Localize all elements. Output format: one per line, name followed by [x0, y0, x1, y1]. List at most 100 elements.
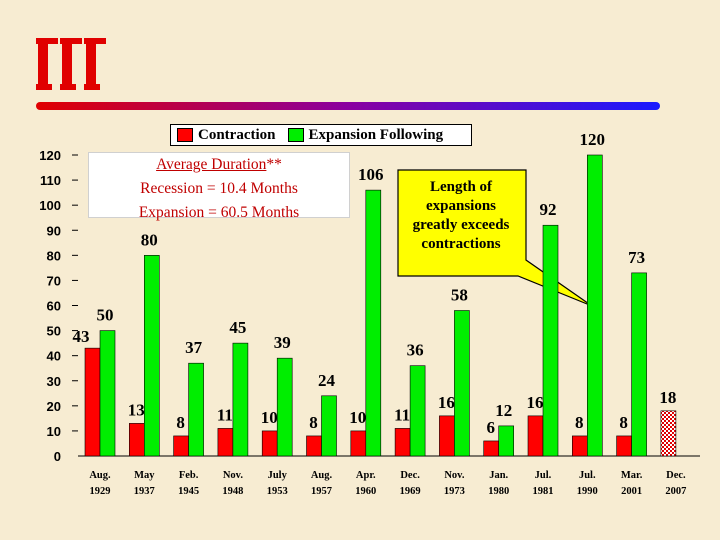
x-tick-year: 1929	[90, 486, 111, 497]
x-tick-month: Dec.	[400, 470, 420, 481]
expansion-value-label: 58	[451, 286, 468, 305]
expansion-value-label: 80	[141, 230, 158, 249]
bar-expansion	[586, 154, 603, 457]
bar-contraction	[394, 428, 411, 457]
average-duration-box: Average Duration** Recession = 10.4 Mont…	[88, 152, 350, 221]
y-tick-label: 80	[47, 248, 61, 263]
x-tick-month: Jul.	[579, 470, 596, 481]
contraction-value-label: 6	[486, 418, 495, 437]
legend-item-contraction: Contraction	[177, 127, 276, 144]
y-tick-label: 100	[39, 198, 61, 213]
y-tick-label: 70	[47, 273, 61, 288]
x-tick-month: May	[134, 470, 155, 481]
legend-item-expansion: Expansion Following	[287, 126, 444, 144]
bar-contraction	[217, 428, 234, 457]
x-tick-year: 1990	[577, 486, 598, 497]
x-tick-month: Mar.	[621, 470, 643, 481]
legend-expansion-label: Expansion Following	[308, 126, 444, 143]
contraction-value-label: 8	[619, 413, 628, 432]
x-tick-year: 1973	[444, 486, 465, 497]
expansion-value-label: 12	[495, 401, 512, 420]
expansion-value-label: 50	[97, 306, 114, 325]
x-tick-year: 1937	[134, 486, 155, 497]
average-expansion: Expansion = 60.5 Months	[138, 204, 300, 221]
x-tick-year: 2001	[621, 486, 642, 497]
average-duration-title: Average Duration**	[89, 153, 349, 177]
bar-contraction	[439, 415, 455, 457]
bar-contraction	[483, 440, 500, 457]
bar-contraction	[261, 430, 278, 457]
x-tick-year: 1981	[533, 486, 554, 497]
contraction-value-label: 10	[261, 408, 278, 427]
bar-expansion	[276, 357, 293, 457]
bar-contraction	[616, 435, 632, 457]
x-tick-month: Aug.	[89, 470, 111, 481]
expansion-value-label: 92	[540, 200, 557, 219]
bar-expansion	[542, 224, 559, 457]
bar-contraction	[84, 347, 101, 457]
bar-contraction-ongoing	[660, 410, 677, 457]
bar-expansion	[498, 425, 515, 457]
expansion-swatch	[287, 128, 304, 142]
x-tick-month: Jan.	[489, 470, 508, 481]
bar-contraction	[527, 415, 544, 457]
x-tick-month: Dec.	[666, 470, 686, 481]
x-tick-year: 2007	[665, 486, 686, 497]
x-tick-year: 1960	[355, 486, 376, 497]
contraction-value-label: 16	[438, 393, 455, 412]
y-tick-label: 60	[47, 299, 61, 314]
bar-contraction	[350, 430, 367, 457]
x-tick-year: 1945	[178, 486, 199, 497]
bar-expansion	[631, 272, 647, 457]
bar-expansion	[321, 395, 337, 457]
y-tick-label: 0	[54, 449, 61, 464]
y-tick-label: 50	[47, 324, 61, 339]
contraction-value-label: 8	[575, 413, 584, 432]
x-tick-year: 1957	[311, 486, 332, 497]
x-tick-year: 1953	[267, 486, 288, 497]
bar-expansion	[232, 342, 249, 457]
expansion-value-label: 39	[274, 333, 291, 352]
y-tick-label: 30	[47, 374, 61, 389]
expansion-value-label: 106	[358, 165, 384, 184]
contraction-value-label: 13	[128, 400, 145, 419]
contraction-value-label: 8	[176, 413, 185, 432]
contraction-value-label: 43	[73, 327, 90, 346]
bar-expansion	[409, 365, 426, 457]
expansion-value-label: 73	[628, 248, 645, 267]
bar-expansion	[144, 255, 160, 457]
expansion-value-label: 120	[580, 130, 606, 149]
contraction-value-label: 8	[309, 413, 318, 432]
logo-icon	[36, 38, 106, 90]
contraction-value-label: 18	[659, 388, 676, 407]
bar-expansion	[188, 362, 204, 457]
bar-contraction	[571, 435, 588, 457]
contraction-value-label: 10	[349, 408, 366, 427]
x-tick-year: 1980	[488, 486, 509, 497]
expansion-value-label: 36	[407, 341, 424, 360]
callout-text: Length of expansions greatly exceeds con…	[412, 179, 510, 252]
bar-expansion	[99, 330, 116, 457]
x-tick-month: Nov.	[444, 470, 465, 481]
bar-expansion	[365, 189, 382, 457]
x-tick-month: Aug.	[311, 470, 333, 481]
chart-legend: Contraction Expansion Following	[170, 124, 472, 146]
header-rule	[36, 102, 660, 110]
average-title-suffix: **	[266, 156, 282, 173]
x-tick-year: 1948	[222, 486, 243, 497]
x-tick-month: Apr.	[356, 470, 376, 481]
average-title-text: Average Duration	[156, 156, 267, 173]
x-tick-month: Nov.	[223, 470, 244, 481]
y-tick-label: 90	[47, 223, 61, 238]
bar-contraction	[129, 423, 145, 457]
bar-contraction	[173, 435, 189, 457]
contraction-value-label: 11	[394, 405, 410, 424]
bar-expansion	[454, 310, 470, 457]
legend-contraction-label: Contraction	[198, 126, 276, 143]
expansion-value-label: 24	[318, 371, 336, 390]
x-tick-month: Feb.	[179, 470, 199, 481]
y-tick-label: 10	[47, 424, 61, 439]
y-tick-label: 120	[39, 148, 61, 163]
expansion-value-label: 37	[185, 338, 203, 357]
